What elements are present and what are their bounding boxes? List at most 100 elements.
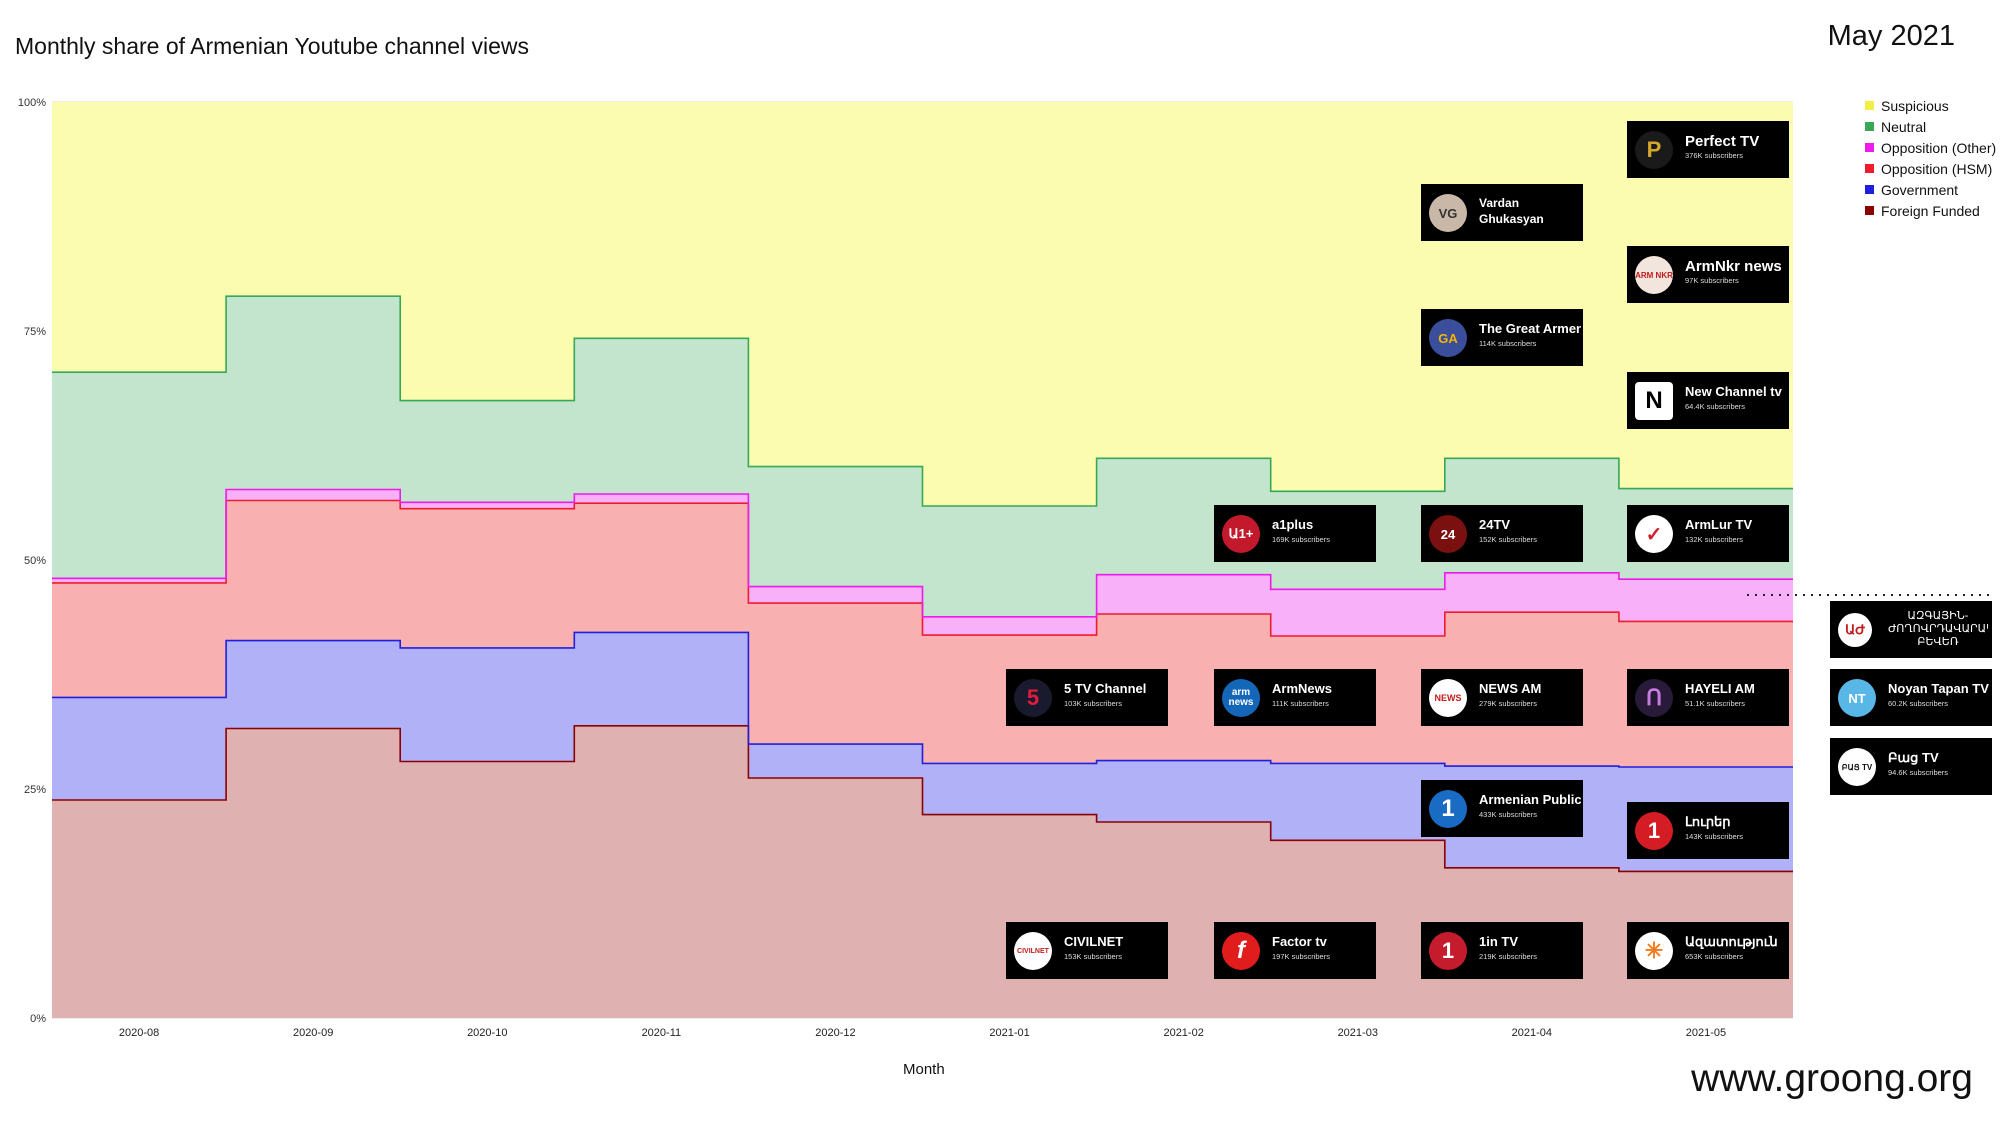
x-tick-label: 2020-10 — [467, 1027, 507, 1039]
legend-swatch — [1865, 206, 1874, 215]
5tv-logo-icon: 5 — [1014, 679, 1052, 717]
credit-url: www.groong.org — [1691, 1057, 1973, 1100]
channel-name: Vardan Ghukasyan Վարդան Ղուկասյ — [1479, 196, 1544, 229]
channel-card-news-am[interactable]: NEWS NEWS AM 279K subscribers — [1421, 669, 1583, 726]
y-tick-label: 100% — [18, 97, 46, 109]
channel-subscribers: 197K subscribers — [1272, 952, 1330, 961]
legend-swatch — [1865, 185, 1874, 194]
channel-card-noyan-tapan[interactable]: NT Noyan Tapan TV 60.2K subscribers — [1830, 669, 1992, 726]
channel-subscribers: 114K subscribers — [1479, 339, 1537, 348]
x-tick-label: 2020-11 — [642, 1027, 682, 1039]
channel-card-civilnet[interactable]: CIVILNET CIVILNET 153K subscribers — [1006, 922, 1168, 979]
channel-name: 24TV — [1479, 517, 1511, 532]
legend-label: Opposition (HSM) — [1881, 160, 1993, 177]
x-tick-label: 2021-04 — [1512, 1027, 1552, 1039]
azatutyun-logo-icon: ✳ — [1635, 932, 1673, 970]
series-line-government — [52, 631, 1793, 768]
channel-card-perfect-tv[interactable]: P Perfect TV 376K subscribers — [1627, 121, 1789, 178]
channel-card-bats-tv[interactable]: ԲԱՑ TV Բաց TV 94.6K subscribers — [1830, 738, 1992, 795]
channel-name: CIVILNET — [1064, 934, 1124, 949]
channel-name: Լուրեր — [1685, 814, 1731, 829]
channel-name: ArmNkr news — [1685, 258, 1782, 275]
channel-subscribers: 132K subscribers — [1685, 535, 1743, 544]
channel-subscribers: 279K subscribers — [1479, 699, 1537, 708]
channel-name: Ազատություն — [1685, 934, 1778, 949]
legend-label: Opposition (Other) — [1881, 139, 1997, 156]
legend-swatch — [1865, 101, 1874, 110]
channel-name: Armenian Public TV — [1479, 792, 1581, 807]
armnkr-logo-icon: ARM NKR — [1635, 256, 1673, 294]
channel-card-armlur-tv[interactable]: ✓ ArmLur TV 132K subscribers — [1627, 505, 1789, 562]
azgayin-logo-icon: ԱԺ — [1838, 613, 1872, 647]
x-tick-label: 2021-05 — [1686, 1027, 1726, 1039]
24tv-logo-icon: 24 — [1429, 515, 1467, 553]
channel-subscribers: 152K subscribers — [1479, 535, 1537, 544]
x-tick-label: 2020-12 — [815, 1027, 855, 1039]
legend-item-opposition-hsm: Opposition (HSM) — [1865, 158, 1996, 179]
new-channel-logo-icon: N — [1635, 382, 1673, 420]
channel-card-1in-tv[interactable]: 1 1in TV 219K subscribers — [1421, 922, 1583, 979]
lurer-logo-icon: 1 — [1635, 812, 1673, 850]
date-label: May 2021 — [1827, 20, 1955, 52]
channel-name: Noyan Tapan TV — [1888, 681, 1989, 696]
x-tick-label: 2021-03 — [1338, 1027, 1378, 1039]
channel-name: NEWS AM — [1479, 681, 1542, 696]
channel-subscribers: 60.2K subscribers — [1888, 699, 1949, 708]
series-line-neutral — [52, 295, 1793, 507]
public-tv-logo-icon: 1 — [1429, 790, 1467, 828]
channel-card-new-channel-tv[interactable]: N New Channel tv 64.4K subscribers — [1627, 372, 1789, 429]
x-tick-label: 2020-08 — [119, 1027, 159, 1039]
channel-card-great-armenia[interactable]: GA The Great Armenia 114K subscribers — [1421, 309, 1583, 366]
legend-item-neutral: Neutral — [1865, 116, 1996, 137]
x-axis-label: Month — [903, 1061, 945, 1078]
legend-item-government: Government — [1865, 179, 1996, 200]
channel-name: ArmNews — [1272, 681, 1332, 696]
channel-card-lurer[interactable]: 1 Լուրեր 143K subscribers — [1627, 802, 1789, 859]
legend-item-opposition-other: Opposition (Other) — [1865, 137, 1996, 158]
channel-card-hayeli-am[interactable]: Ո HAYELI AM 51.1K subscribers — [1627, 669, 1789, 726]
legend-label: Foreign Funded — [1881, 202, 1980, 219]
channel-card-azgayin[interactable]: ԱԺ ԱԶԳԱՅԻՆ-ԺՈՂՈՎՐԴԱՎԱՐԱԿԱՆ ԲԵՎԵՌ — [1830, 601, 1992, 658]
legend-swatch — [1865, 122, 1874, 131]
noyan-tapan-logo-icon: NT — [1838, 679, 1876, 717]
legend-item-foreign-funded: Foreign Funded — [1865, 200, 1996, 221]
channel-subscribers: 169K subscribers — [1272, 535, 1330, 544]
channel-card-5tv[interactable]: 5 5 TV Channel 103K subscribers — [1006, 669, 1168, 726]
legend-label: Neutral — [1881, 118, 1927, 135]
channel-name: The Great Armenia — [1479, 321, 1581, 336]
x-tick-label: 2021-02 — [1163, 1027, 1203, 1039]
1in-tv-logo-icon: 1 — [1429, 932, 1467, 970]
legend: Suspicious Neutral Opposition (Other) Op… — [1865, 95, 1996, 221]
y-tick-label: 50% — [24, 555, 46, 567]
channel-card-24tv[interactable]: 24 24TV 152K subscribers — [1421, 505, 1583, 562]
armnews-logo-icon: arm news — [1222, 679, 1260, 717]
channel-name: Բաց TV — [1888, 750, 1939, 765]
channel-card-factor-tv[interactable]: f Factor tv 197K subscribers — [1214, 922, 1376, 979]
channel-card-vardan-ghukasyan[interactable]: VG Vardan Ghukasyan Վարդան Ղուկասյ — [1421, 184, 1583, 241]
a1plus-logo-icon: Ա1+ — [1222, 515, 1260, 553]
channel-subscribers: 219K subscribers — [1479, 952, 1537, 961]
chart-title: Monthly share of Armenian Youtube channe… — [15, 33, 529, 59]
channel-card-a1plus[interactable]: Ա1+ a1plus 169K subscribers — [1214, 505, 1376, 562]
series-line-foreign-funded — [52, 725, 1793, 873]
channel-name: ԱԶԳԱՅԻՆ-ԺՈՂՈՎՐԴԱՎԱՐԱԿԱՆ ԲԵՎԵՌ — [1888, 610, 1988, 648]
channel-name: ArmLur TV — [1685, 517, 1753, 532]
channel-subscribers: 153K subscribers — [1064, 952, 1122, 961]
channel-name: Perfect TV — [1685, 133, 1760, 150]
newsam-logo-icon: NEWS — [1429, 679, 1467, 717]
channel-card-azatutyun[interactable]: ✳ Ազատություն 653K subscribers — [1627, 922, 1789, 979]
channel-card-armnkr-news[interactable]: ARM NKR ArmNkr news 97K subscribers — [1627, 246, 1789, 303]
legend-label: Government — [1881, 181, 1959, 198]
channel-card-armenian-public-tv[interactable]: 1 Armenian Public TV 433K subscribers — [1421, 780, 1583, 837]
legend-label: Suspicious — [1881, 97, 1949, 114]
channel-card-armnews[interactable]: arm news ArmNews 111K subscribers — [1214, 669, 1376, 726]
channel-name: New Channel tv — [1685, 384, 1782, 399]
channel-name: a1plus — [1272, 517, 1314, 532]
channel-name: Factor tv — [1272, 934, 1327, 949]
channel-subscribers: 433K subscribers — [1479, 810, 1537, 819]
channel-name: HAYELI AM — [1685, 681, 1755, 696]
x-tick-label: 2020-09 — [293, 1027, 333, 1039]
channel-subscribers: 653K subscribers — [1685, 952, 1743, 961]
factor-tv-logo-icon: f — [1222, 932, 1260, 970]
great-armenia-logo-icon: GA — [1429, 319, 1467, 357]
